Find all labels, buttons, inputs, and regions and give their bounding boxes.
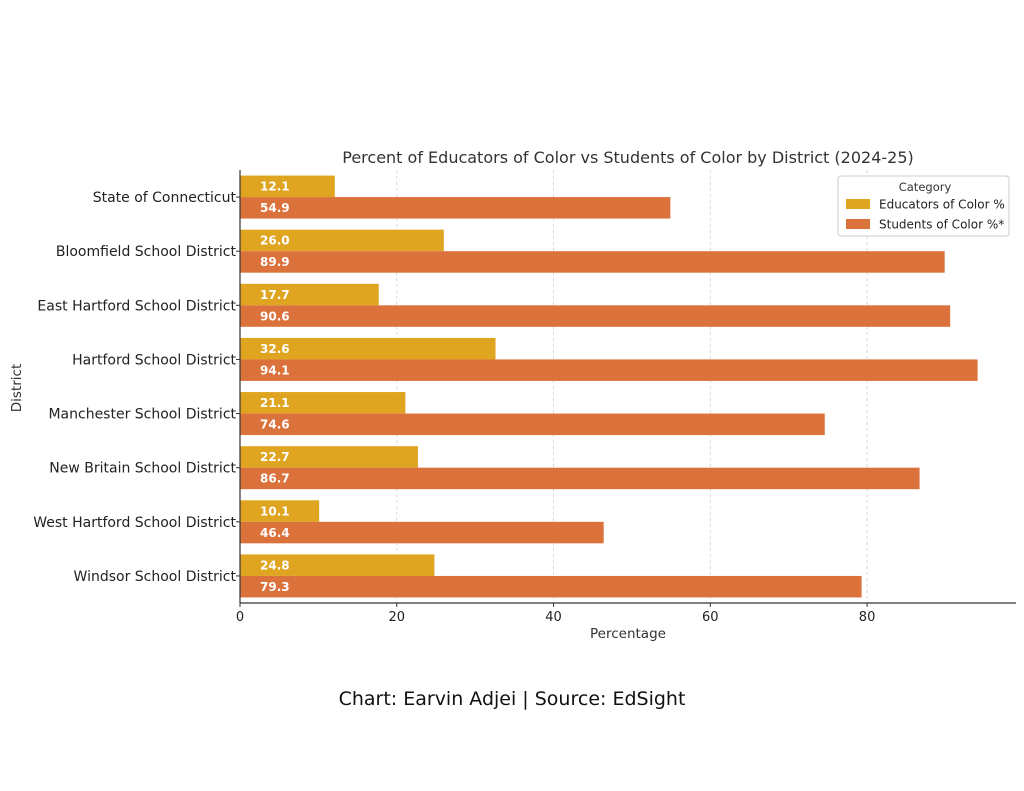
y-tick-label: Manchester School District [48, 407, 236, 423]
bar-students [240, 305, 951, 327]
y-tick-label: Bloomfield School District [56, 244, 237, 260]
y-axis-label: District [9, 364, 25, 413]
legend-box [837, 175, 1010, 237]
bar-value-label: 26.0 [260, 234, 290, 248]
x-tick-label: 20 [388, 610, 405, 625]
bar-value-label: 79.3 [260, 580, 290, 594]
legend-entry-label: Students of Color %* [879, 218, 1004, 232]
bar-value-label: 94.1 [260, 363, 290, 377]
bar-students [240, 359, 978, 381]
y-tick-label: West Hartford School District [33, 515, 236, 531]
data-labels: 12.1 54.9 26.0 89.9 17.7 90.6 32.6 94.1 21.1 74.6… [260, 180, 290, 594]
bar-value-label: 24.8 [260, 558, 290, 572]
bar-value-label: 10.1 [260, 504, 290, 518]
chart-credit: Chart: Earvin Adjei | Source: EdSight [338, 688, 686, 710]
x-tick-label: 0 [236, 610, 244, 625]
bar-value-label: 17.7 [260, 288, 290, 302]
y-tick-label: East Hartford School District [37, 298, 236, 314]
x-axis-label: Percentage [590, 626, 666, 642]
bars [240, 175, 978, 598]
x-tick-label: 80 [859, 610, 876, 625]
bar-educators [240, 446, 418, 468]
legend: Category Educators of Color % Students of… [837, 175, 1010, 237]
bar-educators [240, 392, 406, 414]
axes: State of Connecticut Bloomfield School Di… [33, 170, 1016, 625]
bar-value-label: 54.9 [260, 201, 290, 215]
bar-value-label: 22.7 [260, 450, 290, 464]
chart-title: Percent of Educators of Color vs Student… [342, 148, 914, 167]
bar-value-label: 90.6 [260, 309, 290, 323]
bar-educators [240, 554, 435, 576]
bar-students [240, 521, 604, 544]
legend-entry-label: Educators of Color % [879, 198, 1005, 212]
legend-swatch [846, 219, 870, 229]
y-tick-label: State of Connecticut [93, 190, 237, 206]
bar-educators [240, 229, 444, 252]
bar-educators [240, 175, 335, 198]
y-tick-label: Hartford School District [72, 352, 236, 368]
bar-value-label: 86.7 [260, 472, 290, 486]
bar-students [240, 575, 862, 598]
bar-students [240, 413, 825, 436]
legend-title: Category [899, 180, 952, 194]
x-tick-label: 60 [702, 610, 719, 625]
bar-value-label: 89.9 [260, 255, 290, 269]
x-tick-label: 40 [545, 610, 562, 625]
y-tick-label: Windsor School District [74, 569, 237, 585]
bar-value-label: 46.4 [260, 526, 290, 540]
bar-students [240, 251, 945, 273]
bar-educators [240, 337, 496, 360]
bar-value-label: 74.6 [260, 418, 290, 432]
bar-value-label: 12.1 [260, 180, 290, 194]
bar-students [240, 197, 671, 219]
bar-value-label: 21.1 [260, 396, 290, 410]
legend-swatch [846, 199, 870, 209]
bar-educators [240, 500, 320, 522]
y-tick-label: New Britain School District [49, 461, 236, 477]
bar-students [240, 467, 920, 490]
bar-educators [240, 283, 379, 306]
bar-value-label: 32.6 [260, 342, 290, 356]
